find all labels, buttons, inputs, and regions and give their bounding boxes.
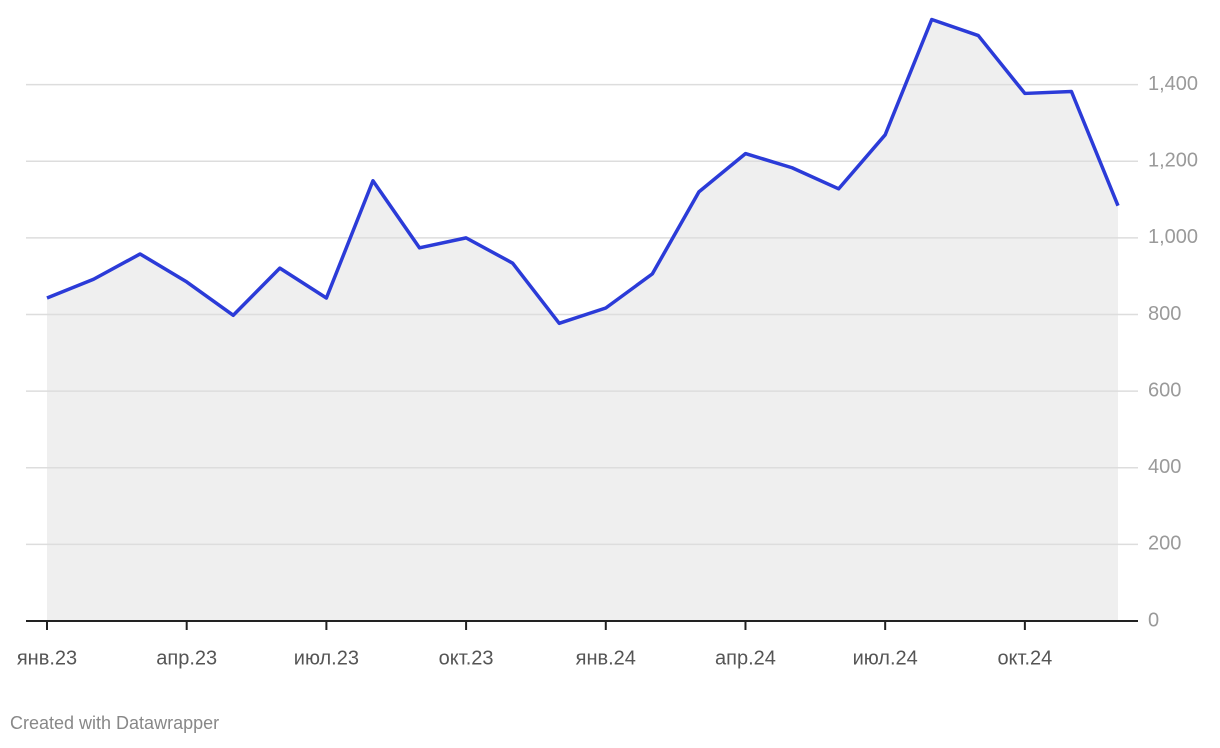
y-tick-label: 600 — [1148, 379, 1181, 401]
line — [46, 17, 1120, 326]
y-tick-label: 1,400 — [1148, 73, 1198, 95]
footer: Created with Datawrapper — [10, 713, 219, 733]
x-tick-label: апр.23 — [156, 647, 217, 669]
x-tick-label: окт.24 — [997, 647, 1052, 669]
x-tick-label: янв.23 — [17, 647, 77, 669]
x-tick-label: апр.24 — [715, 647, 776, 669]
y-tick-label: 0 — [1148, 609, 1159, 631]
x-tick-label: июл.23 — [294, 647, 359, 669]
y-tick-label: 1,200 — [1148, 150, 1198, 172]
x-tick-label: окт.23 — [439, 647, 494, 669]
x-tick-label: июл.24 — [853, 647, 918, 669]
x-tick-label: янв.24 — [576, 647, 636, 669]
y-tick-label: 400 — [1148, 456, 1181, 478]
y-tick-label: 200 — [1148, 533, 1181, 555]
y-tick-label: 800 — [1148, 303, 1181, 325]
area — [47, 19, 1118, 621]
y-tick-label: 1,000 — [1148, 226, 1198, 248]
